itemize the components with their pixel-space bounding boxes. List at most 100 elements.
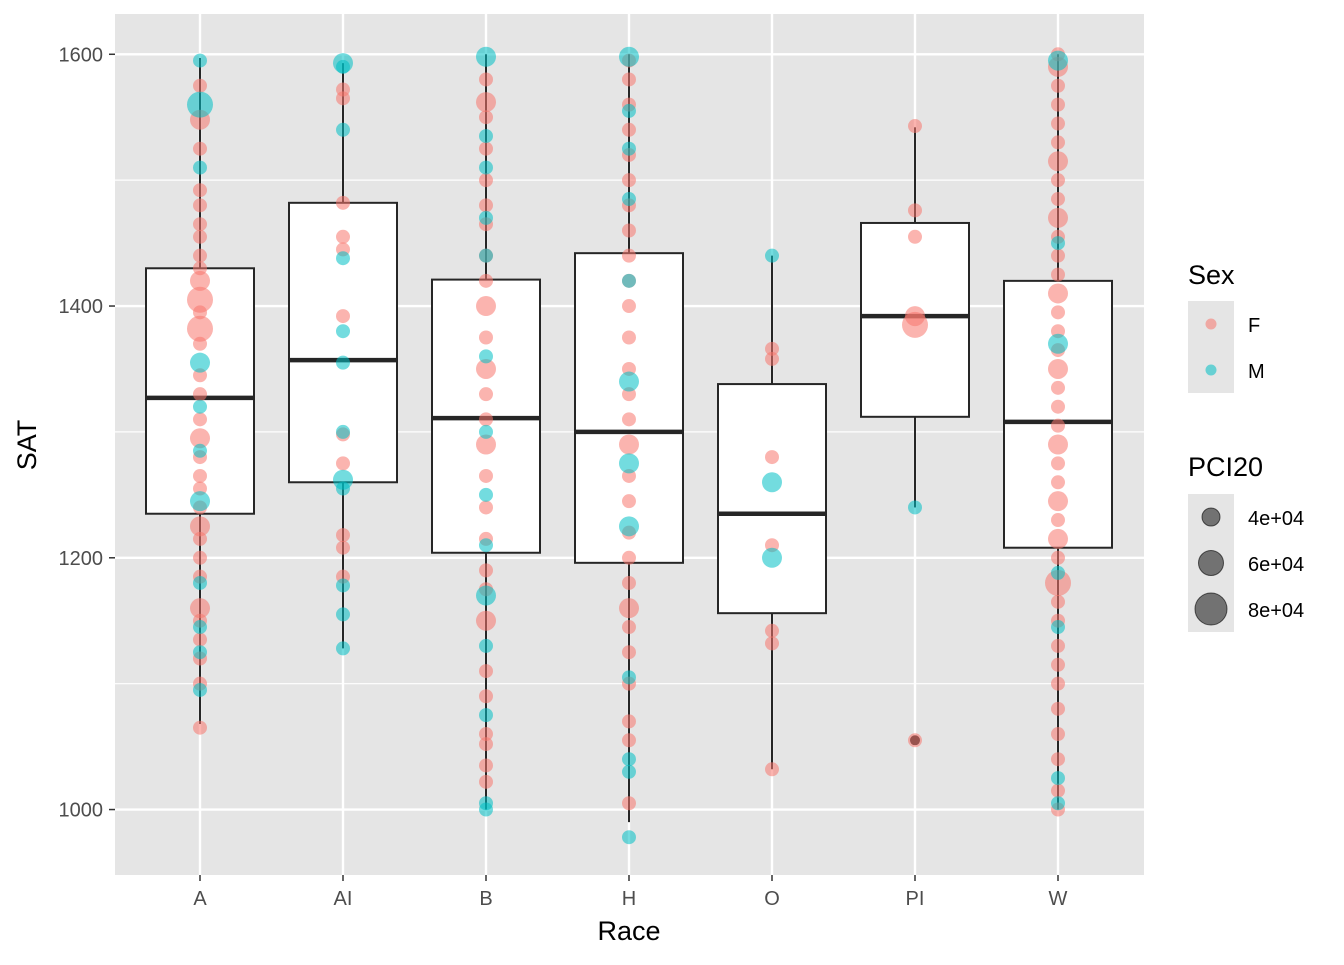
x-tick-label: AI [334,888,353,910]
data-point-m [479,638,493,653]
x-tick-label: O [764,888,780,910]
data-point-f [476,92,496,113]
data-point-f [193,141,207,156]
data-point-f [622,173,636,188]
data-point-m [479,349,493,364]
data-point-f [1051,676,1065,691]
data-points [187,46,1071,845]
data-point-m [622,670,636,685]
data-point-f [336,229,350,244]
data-point-f [479,198,493,213]
data-point-m [333,469,353,490]
data-point-m [622,103,636,118]
data-point-m [908,500,922,515]
data-point-m [336,424,350,439]
data-point-f [1048,151,1068,172]
data-point-m [193,620,207,635]
legend-color-title: Sex [1188,260,1235,290]
x-tick-label: W [1049,888,1068,910]
data-point-m [1051,796,1065,811]
data-point-m [193,682,207,697]
data-point-f [1051,456,1065,471]
data-point-m [479,538,493,553]
data-point-f [193,217,207,232]
data-point-f [908,119,922,134]
data-point-f [905,306,925,327]
data-point-f [1051,550,1065,565]
data-point-f [622,714,636,729]
data-point-f [1051,475,1065,490]
data-point-m [336,641,350,656]
data-point-m [619,46,639,67]
data-point-f [187,286,213,313]
data-point-m [479,424,493,439]
data-point-f [1048,491,1068,512]
data-point-f [622,72,636,87]
data-point-f [622,248,636,263]
data-point-f [193,632,207,647]
data-point-f [1051,513,1065,528]
data-point-f [1051,380,1065,395]
legend-key-f [1205,318,1217,330]
data-point-f [193,387,207,402]
data-point-m [336,251,350,266]
x-tick-label: A [193,888,207,910]
x-tick-label: H [622,888,636,910]
data-point-m [762,472,782,493]
x-tick-label: B [479,888,492,910]
data-point-f [1048,283,1068,304]
data-point-m [193,53,207,68]
data-point-m [619,516,639,537]
data-point-f [193,261,207,276]
data-point-f [193,198,207,213]
y-tick-label: 1600 [59,44,104,66]
data-point-m [193,160,207,175]
data-point-f [336,528,350,543]
data-point-f [193,248,207,263]
data-point-m [193,443,207,458]
data-point-f [765,351,779,366]
data-point-f [479,664,493,679]
data-point-f [1051,638,1065,653]
data-point-m [622,764,636,779]
data-point-f [1051,701,1065,716]
data-point-f [1051,97,1065,112]
data-point-f [622,223,636,238]
data-point-f [193,550,207,565]
legend-size-title: PCI20 [1188,452,1263,482]
data-point-f [622,122,636,137]
data-point-f [476,610,496,631]
data-point-f [476,434,496,455]
data-point-m [619,453,639,474]
legend-size-label: 8e+04 [1248,600,1304,622]
data-point-m [622,273,636,288]
data-point-f [1048,434,1068,455]
data-point-f [908,733,922,748]
y-tick-label: 1200 [59,548,104,570]
data-point-f [479,758,493,773]
data-point-f [622,575,636,590]
data-point-m [1051,620,1065,635]
legend-size-label: 4e+04 [1248,508,1304,530]
axes: 1000 1200 1400 1600 A AI B H O PI W [59,44,1068,910]
legend-key-m [1205,364,1217,376]
data-point-f [908,203,922,218]
data-point-m [622,141,636,156]
data-point-f [479,468,493,483]
y-tick-label: 1000 [59,800,104,822]
data-point-f [479,689,493,704]
data-point-m [336,355,350,370]
data-point-f [479,141,493,156]
data-point-m [193,575,207,590]
data-point-f [1045,569,1071,596]
data-point-f [479,412,493,427]
data-point-m [193,399,207,414]
data-point-f [1051,173,1065,188]
data-point-m [1048,50,1068,71]
data-point-f [1051,783,1065,798]
data-point-f [1051,192,1065,207]
data-point-f [479,727,493,742]
data-point-f [193,78,207,93]
data-point-f [622,412,636,427]
